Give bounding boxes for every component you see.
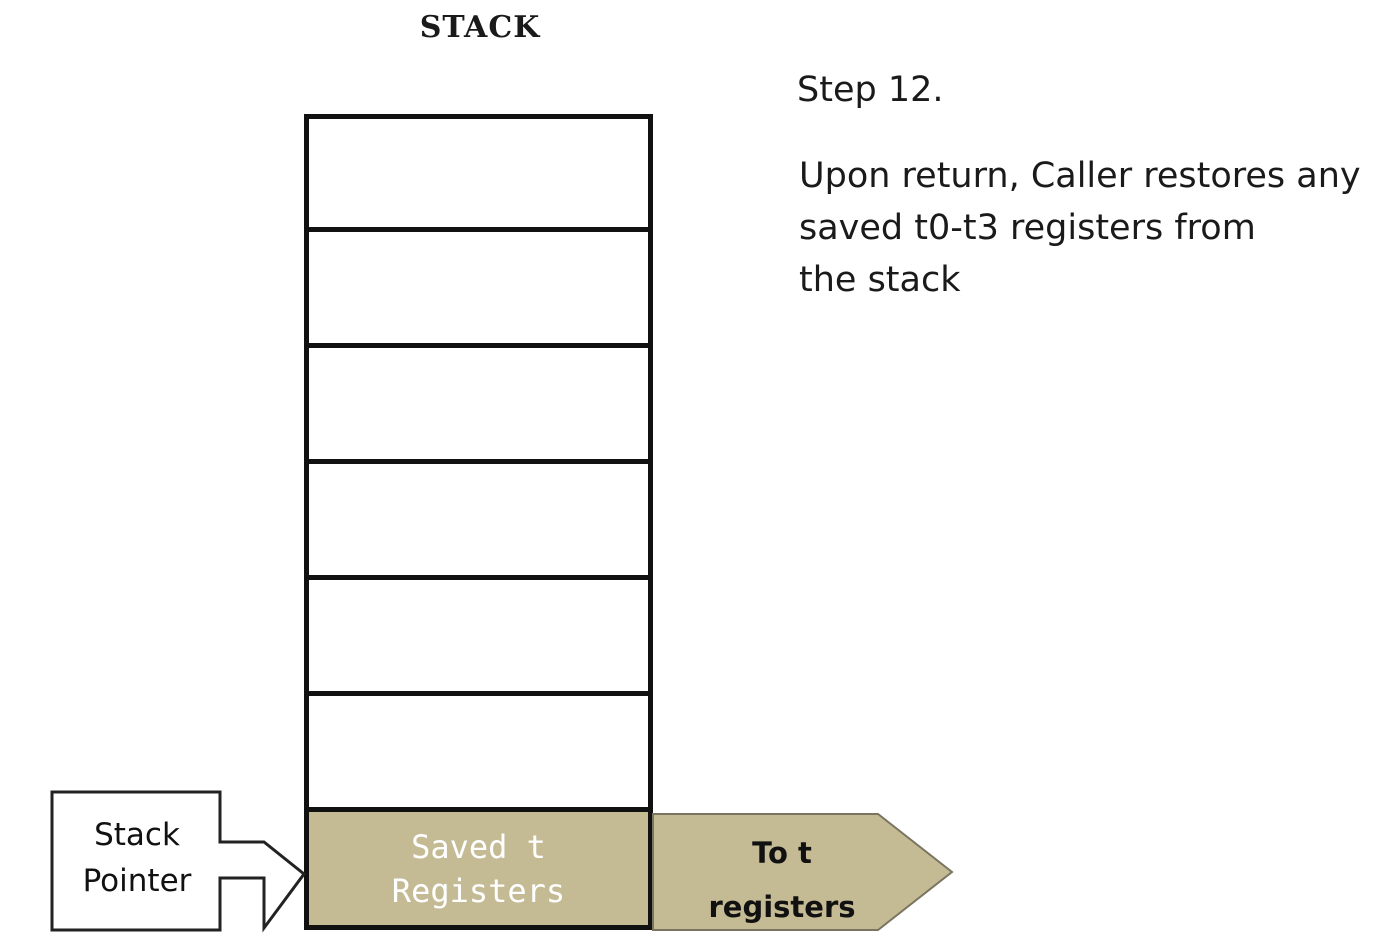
stack-pointer-arrow-shape bbox=[50, 790, 307, 933]
stack-title: STACK bbox=[419, 10, 541, 45]
stack-pointer-line1: Stack bbox=[94, 817, 180, 853]
step-title: Step 12. bbox=[797, 70, 944, 110]
saved-slot-line2: Registers bbox=[391, 871, 566, 910]
saved-slot-line1: Saved t bbox=[411, 827, 546, 866]
step-line2: saved t0-t3 registers from bbox=[799, 208, 1256, 248]
stack-slot-empty bbox=[304, 232, 653, 348]
stack-slot-empty bbox=[304, 580, 653, 696]
step-line1: Upon return, Caller restores any bbox=[799, 156, 1361, 196]
stack-slot-empty bbox=[304, 696, 653, 812]
to-registers-line2: registers bbox=[708, 890, 856, 924]
stack-slot-saved-registers: Saved t Registers bbox=[304, 812, 653, 930]
to-registers-arrow-shape bbox=[652, 813, 954, 931]
stack-slot-empty bbox=[304, 464, 653, 580]
stack-pointer-label: Stack Pointer bbox=[53, 812, 221, 904]
stack-pointer-arrow-outline bbox=[50, 790, 307, 933]
stack-column: Saved t Registers bbox=[304, 114, 653, 930]
stack-slot-empty bbox=[304, 348, 653, 464]
step-description: Upon return, Caller restores any saved t… bbox=[799, 150, 1369, 306]
to-registers-arrow-fill bbox=[652, 813, 954, 931]
to-registers-label: To t registers bbox=[660, 826, 904, 934]
step-line3: the stack bbox=[799, 260, 961, 300]
stack-slot-empty bbox=[304, 114, 653, 232]
to-registers-line1: To t bbox=[752, 836, 812, 870]
stack-pointer-line2: Pointer bbox=[82, 863, 192, 899]
